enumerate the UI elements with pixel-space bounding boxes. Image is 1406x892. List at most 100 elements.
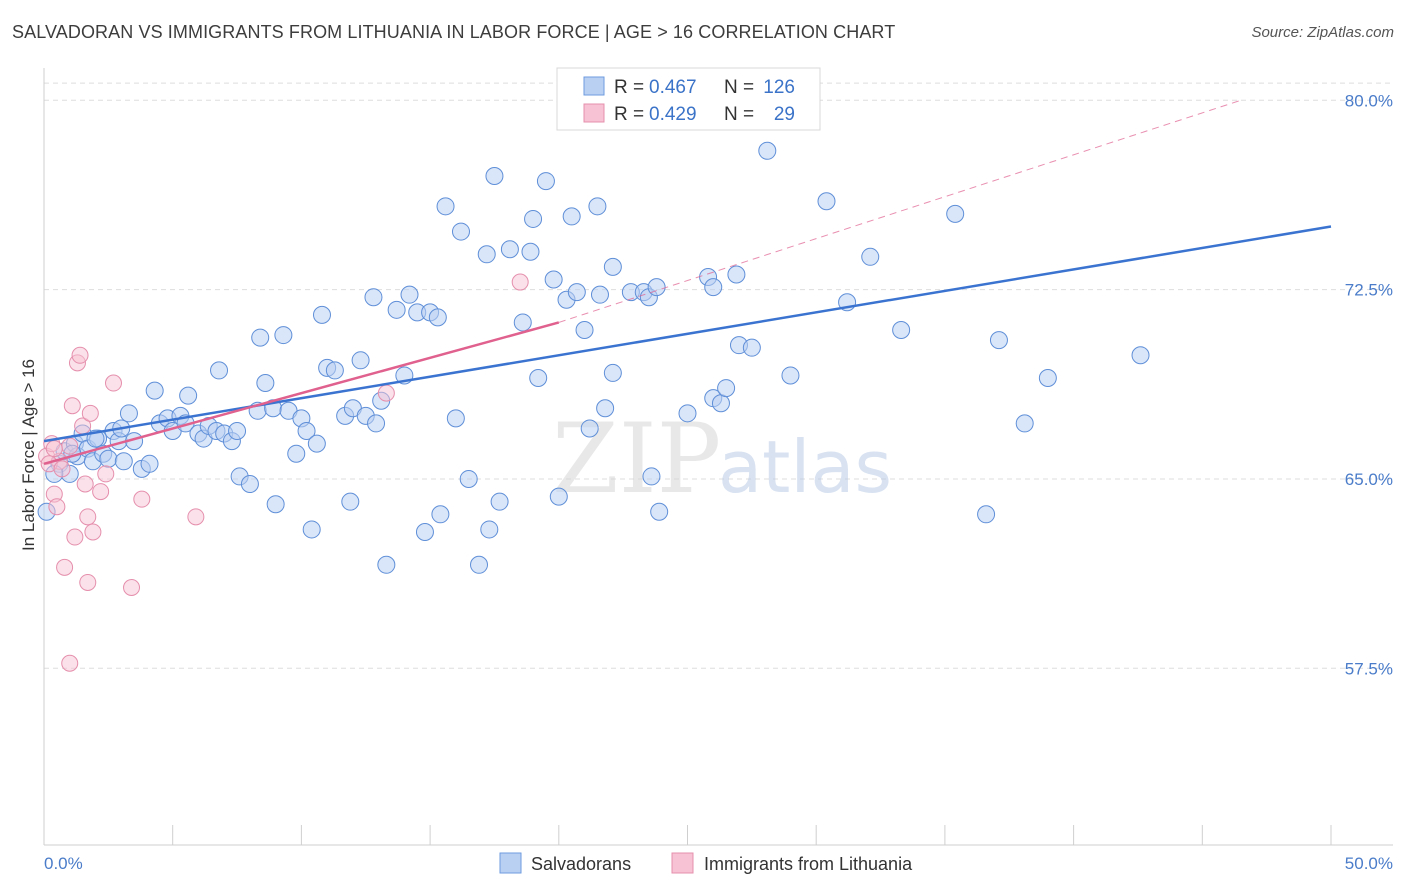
point-lithuania-15 — [81, 404, 99, 422]
point-salvadorans-102 — [704, 278, 723, 297]
y-axis-label: In Labor Force | Age > 16 — [19, 359, 38, 551]
point-salvadorans-91 — [596, 399, 615, 418]
point-salvadorans-46 — [307, 434, 326, 453]
point-salvadorans-108 — [742, 338, 761, 357]
point-salvadorans-59 — [387, 300, 406, 319]
point-salvadorans-109 — [758, 141, 777, 160]
point-salvadorans-73 — [480, 520, 499, 539]
point-salvadorans-76 — [500, 240, 519, 259]
point-salvadorans-47 — [312, 305, 331, 324]
point-salvadorans-88 — [580, 419, 599, 438]
watermark-zip: ZIP — [552, 403, 721, 515]
point-salvadorans-82 — [544, 270, 563, 289]
grid-lines — [44, 82, 1393, 669]
point-salvadorans-63 — [415, 522, 434, 541]
point-salvadorans-75 — [490, 492, 509, 511]
bottom-legend-label-salvadorans: Salvadorans — [531, 854, 631, 874]
point-salvadorans-66 — [431, 505, 450, 524]
point-lithuania-14 — [79, 508, 97, 526]
point-salvadorans-78 — [521, 242, 540, 261]
legend-swatch-pink — [583, 103, 605, 123]
point-salvadorans-77 — [513, 313, 532, 332]
x-tick-label-max: 50.0% — [1345, 854, 1393, 873]
point-salvadorans-69 — [451, 222, 470, 241]
series-legend: Salvadorans Immigrants from Lithuania — [499, 852, 913, 874]
point-salvadorans-97 — [642, 467, 661, 486]
point-salvadorans-86 — [567, 283, 586, 302]
point-salvadorans-65 — [428, 308, 447, 327]
point-lithuania-3 — [48, 498, 66, 516]
point-salvadorans-117 — [989, 331, 1008, 350]
watermark-atlas: atlas — [718, 425, 892, 509]
point-salvadorans-99 — [650, 502, 669, 521]
point-salvadorans-100 — [678, 404, 697, 423]
point-salvadorans-70 — [459, 469, 478, 488]
point-lithuania-26 — [45, 440, 63, 458]
point-salvadorans-120 — [1131, 346, 1150, 365]
point-lithuania-28 — [61, 654, 79, 672]
point-salvadorans-14 — [119, 404, 138, 423]
point-salvadorans-29 — [210, 361, 229, 380]
point-salvadorans-18 — [145, 381, 164, 400]
y-tick-label-1: 65.0% — [1345, 470, 1393, 489]
point-lithuania-24 — [511, 273, 529, 291]
legend-n-value-blue: 126 — [763, 77, 795, 98]
point-salvadorans-98 — [647, 278, 666, 297]
series-lithuania — [38, 273, 529, 672]
legend-r-label-blue: R = — [614, 77, 644, 98]
point-salvadorans-13 — [114, 452, 133, 471]
point-salvadorans-71 — [470, 555, 489, 574]
point-salvadorans-80 — [529, 368, 548, 387]
point-salvadorans-118 — [1015, 414, 1034, 433]
point-lithuania-7 — [63, 397, 81, 415]
stats-legend: R = 0.467 N = 126 R = 0.429 N = 29 — [556, 67, 821, 131]
point-salvadorans-89 — [588, 197, 607, 216]
point-salvadorans-119 — [1038, 368, 1057, 387]
point-lithuania-22 — [187, 508, 205, 526]
point-lithuania-6 — [61, 437, 79, 455]
point-salvadorans-93 — [603, 257, 622, 276]
legend-r-label-pink: R = — [614, 104, 644, 125]
legend-n-label-blue: N = — [724, 77, 754, 98]
point-salvadorans-42 — [287, 444, 306, 463]
legend-n-value-pink: 29 — [774, 104, 795, 125]
point-salvadorans-56 — [367, 414, 386, 433]
point-salvadorans-90 — [590, 285, 609, 304]
bottom-legend-label-lithuania: Immigrants from Lithuania — [704, 854, 913, 874]
point-salvadorans-68 — [446, 409, 465, 428]
point-lithuania-5 — [56, 558, 74, 576]
point-salvadorans-67 — [436, 197, 455, 216]
bottom-legend-swatch-blue — [499, 852, 522, 874]
point-salvadorans-104 — [711, 394, 730, 413]
point-salvadorans-58 — [377, 555, 396, 574]
point-salvadorans-87 — [575, 321, 594, 340]
point-salvadorans-10 — [99, 449, 118, 468]
point-salvadorans-113 — [861, 247, 880, 266]
point-salvadorans-44 — [297, 421, 316, 440]
trend-lithuania-extension — [558, 99, 1242, 323]
y-tick-label-0: 57.5% — [1345, 659, 1393, 678]
legend-swatch-blue — [583, 76, 605, 96]
x-tick-label-min: 0.0% — [44, 854, 83, 873]
point-lithuania-20 — [123, 579, 141, 597]
point-lithuania-12 — [76, 475, 94, 493]
point-lithuania-17 — [92, 483, 110, 501]
point-lithuania-10 — [71, 346, 89, 364]
point-salvadorans-39 — [266, 495, 285, 514]
point-salvadorans-85 — [562, 207, 581, 226]
point-salvadorans-37 — [256, 374, 275, 393]
trend-lithuania — [43, 321, 560, 466]
point-salvadorans-81 — [536, 172, 555, 191]
point-salvadorans-74 — [485, 167, 504, 186]
point-salvadorans-34 — [240, 475, 259, 494]
point-lithuania-18 — [97, 465, 115, 483]
point-salvadorans-111 — [817, 192, 836, 211]
legend-r-value-pink: 0.429 — [649, 104, 697, 125]
point-lithuania-8 — [66, 528, 84, 546]
point-salvadorans-105 — [717, 379, 736, 398]
point-lithuania-13 — [79, 573, 97, 591]
point-salvadorans-24 — [179, 386, 198, 405]
point-salvadorans-17 — [140, 454, 159, 473]
point-salvadorans-115 — [946, 204, 965, 223]
